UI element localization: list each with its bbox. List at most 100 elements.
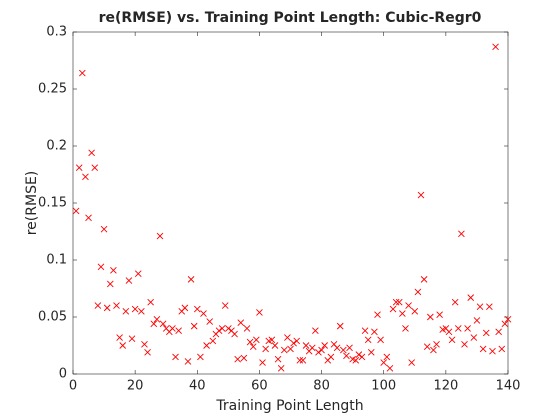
x-tick-label: 60 (251, 379, 268, 394)
marker (495, 328, 502, 336)
marker (352, 357, 360, 364)
marker (448, 336, 456, 344)
marker (100, 225, 108, 233)
marker (197, 353, 204, 361)
marker (72, 207, 80, 215)
marker (85, 214, 92, 222)
marker (262, 345, 269, 353)
marker (389, 305, 397, 313)
marker (187, 276, 195, 283)
marker (103, 304, 111, 312)
marker (218, 325, 226, 332)
marker (110, 266, 117, 274)
marker (504, 315, 512, 323)
marker (128, 335, 136, 342)
marker (467, 294, 475, 301)
marker (290, 339, 297, 347)
marker (203, 342, 210, 349)
marker (492, 43, 499, 51)
marker (172, 353, 179, 361)
marker (253, 336, 260, 344)
marker (302, 342, 310, 349)
marker (308, 344, 316, 352)
marker (256, 309, 263, 316)
marker (433, 341, 440, 348)
marker (430, 346, 437, 354)
marker (482, 329, 490, 337)
marker (284, 334, 291, 341)
marker (343, 352, 350, 360)
marker (169, 325, 176, 332)
marker (464, 325, 471, 332)
marker (175, 327, 182, 334)
marker (461, 341, 468, 348)
marker (377, 336, 384, 344)
marker (340, 346, 347, 354)
y-tick-label: 0.25 (38, 82, 67, 97)
axes-box (72, 31, 509, 375)
y-tick-label: 0.15 (38, 196, 67, 211)
marker (367, 349, 375, 356)
marker (97, 263, 105, 271)
marker (190, 322, 198, 330)
marker (346, 344, 353, 352)
marker (122, 307, 130, 315)
marker (355, 351, 363, 358)
marker (287, 345, 294, 353)
marker (82, 173, 89, 181)
marker (296, 357, 304, 364)
marker (315, 349, 322, 356)
marker (489, 347, 496, 355)
x-tick-label: 80 (313, 379, 330, 394)
marker (209, 337, 217, 345)
marker (106, 280, 114, 288)
y-tick-label: 0.2 (46, 139, 67, 154)
marker (268, 336, 276, 344)
marker (451, 298, 459, 306)
marker (116, 334, 123, 341)
marker (405, 302, 412, 309)
marker (498, 345, 506, 353)
marker (436, 311, 443, 319)
x-tick-label: 20 (127, 379, 144, 394)
marker (221, 302, 229, 309)
x-tick-label: 140 (496, 379, 521, 394)
marker (249, 343, 257, 350)
x-axis-label: Training Point Length (215, 398, 363, 414)
marker (427, 313, 434, 321)
marker (371, 328, 378, 336)
marker (414, 288, 422, 296)
marker (134, 270, 142, 277)
marker (150, 320, 158, 328)
marker (411, 307, 419, 315)
marker (312, 327, 319, 334)
marker (358, 353, 366, 361)
chart-title: re(RMSE) vs. Training Point Length: Cubi… (99, 10, 482, 26)
marker (159, 320, 167, 328)
marker (234, 355, 241, 363)
marker (131, 305, 139, 313)
marker (327, 353, 335, 361)
marker (237, 319, 245, 327)
marker (215, 327, 223, 334)
marker (277, 364, 285, 372)
marker (271, 342, 279, 349)
marker (383, 353, 391, 361)
marker (113, 302, 120, 309)
marker (181, 304, 189, 312)
marker (402, 325, 409, 332)
marker (147, 298, 154, 306)
marker (476, 303, 484, 311)
marker (399, 310, 406, 317)
marker (144, 349, 151, 356)
marker (392, 298, 400, 306)
marker (259, 359, 266, 366)
marker (206, 318, 214, 325)
marker (299, 357, 307, 364)
marker (225, 325, 232, 332)
marker (138, 307, 145, 315)
marker (141, 341, 148, 348)
marker (246, 338, 254, 346)
y-tick-label: 0 (59, 367, 67, 382)
marker (240, 354, 248, 362)
